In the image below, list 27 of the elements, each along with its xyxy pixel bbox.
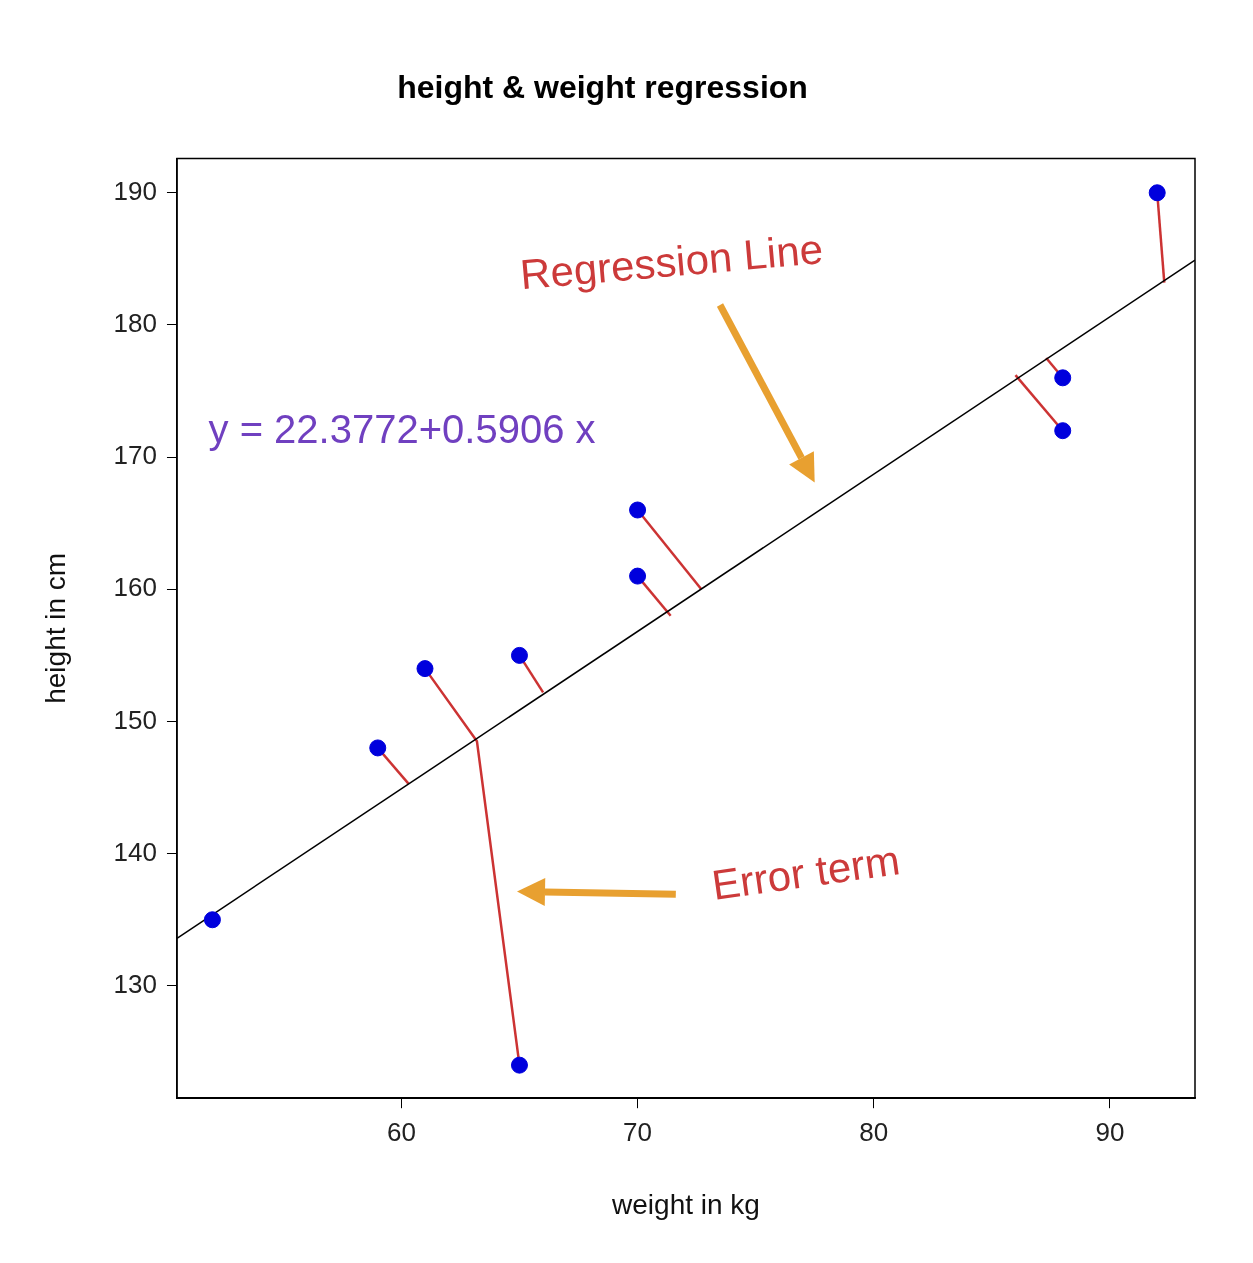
- point: [1054, 369, 1072, 387]
- y-tick-label: 130: [113, 969, 157, 1000]
- annotation: y = 22.3772+0.5906 x: [208, 406, 596, 451]
- point: [629, 501, 647, 519]
- y-tick-label: 160: [113, 572, 157, 603]
- chart-title: height & weight regression: [397, 69, 808, 106]
- point: [1148, 184, 1166, 202]
- y-tick-label: 170: [113, 440, 157, 471]
- y-tick-label: 150: [113, 704, 157, 735]
- y-tick-label: 190: [113, 175, 157, 206]
- x-tick-label: 70: [623, 1116, 653, 1147]
- x-tick-label: 80: [859, 1116, 889, 1147]
- point: [416, 660, 434, 678]
- annotation: Regression Line: [518, 225, 825, 299]
- x-tick-label: 60: [386, 1116, 416, 1147]
- y-axis-title: height in cm: [39, 552, 71, 704]
- point: [510, 646, 528, 664]
- point: [1054, 422, 1072, 440]
- point: [510, 1056, 528, 1074]
- point: [369, 739, 387, 757]
- x-axis-title: weight in kg: [611, 1188, 760, 1220]
- point: [629, 567, 647, 585]
- annotation: Error term: [708, 836, 903, 909]
- point: [203, 911, 221, 929]
- y-tick-label: 140: [113, 836, 157, 867]
- x-tick-label: 90: [1095, 1116, 1125, 1147]
- y-tick-label: 180: [113, 308, 157, 339]
